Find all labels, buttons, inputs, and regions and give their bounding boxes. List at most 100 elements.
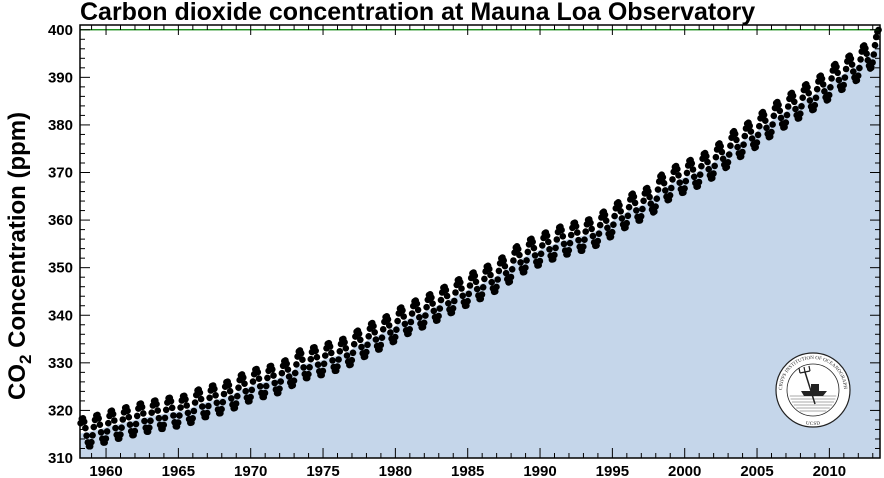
data-point: [717, 143, 724, 150]
data-point: [681, 185, 688, 192]
data-point: [363, 348, 370, 356]
data-point: [510, 257, 517, 264]
data-point: [218, 405, 225, 413]
data-point: [132, 420, 140, 428]
data-point: [285, 373, 293, 380]
data-point: [377, 341, 385, 349]
data-point: [494, 276, 502, 283]
data-point: [819, 81, 827, 88]
data-point: [791, 98, 798, 106]
data-point: [719, 155, 727, 163]
data-point: [335, 356, 342, 363]
data-point: [718, 148, 726, 156]
data-point: [595, 230, 603, 237]
data-point: [604, 224, 611, 232]
data-point: [141, 417, 148, 425]
data-point: [261, 389, 269, 397]
data-point: [247, 393, 254, 401]
data-point: [872, 33, 880, 41]
data-point: [501, 262, 509, 270]
data-point: [856, 64, 863, 72]
data-point: [863, 50, 870, 57]
data-point: [567, 231, 575, 239]
data-point: [459, 292, 467, 300]
data-point: [739, 148, 746, 156]
data-point: [305, 370, 312, 378]
data-point: [314, 361, 322, 369]
data-point: [276, 385, 283, 393]
data-point: [262, 382, 270, 390]
data-point: [666, 192, 674, 199]
data-point: [435, 312, 442, 320]
data-point: [177, 404, 184, 411]
data-point: [683, 169, 691, 177]
data-point: [695, 178, 703, 186]
data-point: [828, 75, 835, 82]
data-point: [631, 199, 639, 207]
data-point: [502, 269, 510, 277]
area-fill: [80, 43, 880, 458]
data-point: [565, 247, 573, 254]
data-point: [372, 336, 380, 343]
data-point: [451, 297, 458, 305]
data-point: [379, 326, 387, 333]
data-point: [334, 363, 341, 370]
data-point: [96, 421, 104, 429]
data-point: [546, 246, 553, 253]
data-point: [226, 387, 234, 395]
data-point: [471, 272, 479, 280]
data-point: [154, 407, 161, 414]
data-point: [776, 107, 784, 115]
data-point: [769, 121, 776, 128]
data-point: [514, 245, 522, 253]
data-point: [652, 203, 659, 210]
data-point: [400, 313, 408, 320]
data-point: [88, 438, 95, 446]
data-point: [523, 257, 530, 264]
data-point: [792, 105, 799, 113]
data-point: [225, 381, 233, 389]
data-point: [131, 427, 139, 435]
data-point: [90, 423, 98, 431]
data-point: [610, 221, 617, 228]
data-point: [391, 333, 399, 341]
data-point: [82, 424, 89, 432]
data-point: [798, 103, 805, 110]
data-point: [818, 75, 826, 82]
data-point: [871, 41, 879, 49]
data-point: [581, 236, 588, 243]
x-tick-label: 1965: [162, 463, 195, 478]
data-point: [481, 275, 488, 283]
data-point: [264, 374, 271, 382]
data-point: [724, 159, 732, 166]
seal-trident-shaft: [804, 371, 816, 405]
data-point: [588, 225, 595, 233]
data-point: [284, 366, 292, 373]
data-point: [167, 397, 175, 405]
y-axis-label-co: CO: [4, 364, 31, 400]
y-axis-label-rest: Concentration (ppm): [4, 112, 31, 355]
data-point: [748, 135, 756, 142]
data-point: [155, 414, 163, 422]
data-point: [269, 366, 276, 373]
data-point: [348, 356, 356, 364]
data-point: [740, 141, 747, 148]
data-point: [596, 221, 604, 229]
data-point: [524, 248, 532, 256]
data-point: [416, 314, 423, 321]
data-point: [428, 294, 435, 301]
data-point: [850, 68, 857, 75]
data-point: [399, 307, 406, 314]
data-point: [278, 369, 286, 377]
data-point: [147, 417, 154, 425]
data-point: [589, 232, 597, 240]
data-point: [530, 244, 538, 252]
data-point: [248, 386, 256, 394]
data-point: [645, 188, 652, 195]
data-point: [574, 229, 581, 236]
data-point: [449, 305, 457, 312]
data-point: [326, 343, 334, 350]
data-point: [552, 244, 559, 252]
data-point: [782, 119, 790, 126]
data-point: [768, 128, 775, 136]
